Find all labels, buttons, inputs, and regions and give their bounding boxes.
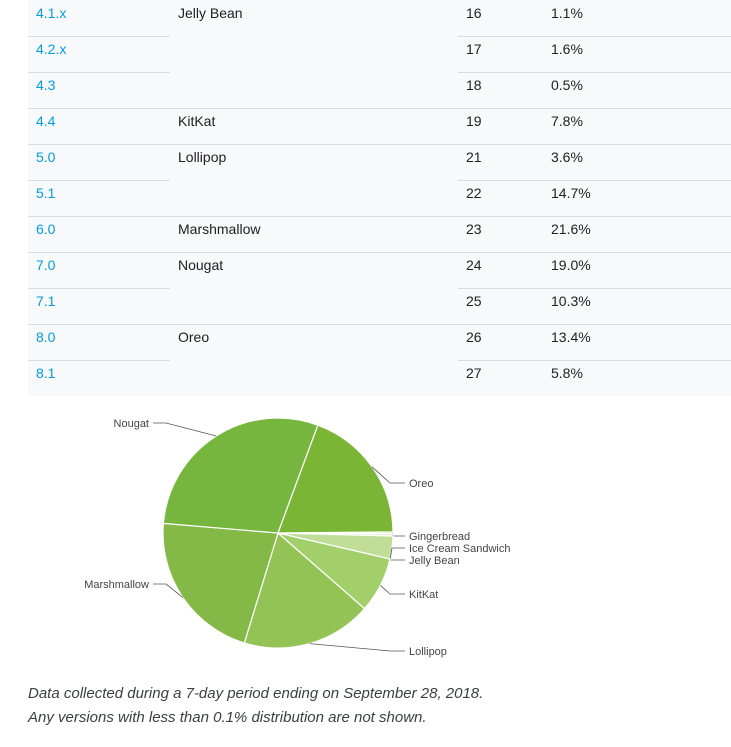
pie-label: Jelly Bean xyxy=(409,555,460,567)
pie-slice-oreo xyxy=(277,424,394,534)
version-link[interactable]: 8.0 xyxy=(36,329,56,345)
version-link[interactable]: 7.0 xyxy=(36,257,56,273)
version-link[interactable]: 4.4 xyxy=(36,113,56,129)
pie-leader-line xyxy=(309,643,405,652)
distribution-cell: 7.8% xyxy=(551,113,583,129)
distribution-table: 4.1.x Jelly Bean 16 1.1% 4.2.x 17 1.6% 4.3 18 0.5… xyxy=(28,0,731,396)
footnote-collection-period: Data collected during a 7-day period end… xyxy=(28,685,484,702)
table-row: 8.1 27 5.8% xyxy=(28,360,731,396)
pie-leader-line xyxy=(371,466,405,484)
codename-cell: Oreo xyxy=(178,329,210,345)
distribution-cell: 0.5% xyxy=(551,77,583,93)
codename-cell: Jelly Bean xyxy=(178,5,243,21)
api-level-cell: 17 xyxy=(466,41,482,57)
table-row: 4.1.x Jelly Bean 16 1.1% xyxy=(28,0,731,36)
pie-label: Gingerbread xyxy=(409,531,470,543)
distribution-cell: 14.7% xyxy=(551,185,591,201)
api-level-cell: 16 xyxy=(466,5,482,21)
distribution-cell: 1.6% xyxy=(551,41,583,57)
codename-cell: Lollipop xyxy=(178,149,227,165)
distribution-cell: 5.8% xyxy=(551,365,583,381)
pie-label: Nougat xyxy=(114,418,149,430)
version-link[interactable]: 7.1 xyxy=(36,293,56,309)
codename-cell: Marshmallow xyxy=(178,221,261,237)
pie-label: KitKat xyxy=(409,589,438,601)
distribution-cell: 10.3% xyxy=(551,293,591,309)
row-divider xyxy=(28,360,170,361)
api-level-cell: 27 xyxy=(466,365,482,381)
row-divider xyxy=(28,180,170,181)
version-link[interactable]: 4.2.x xyxy=(36,41,67,57)
row-divider xyxy=(28,324,731,325)
row-divider xyxy=(28,36,170,37)
pie-leader-line xyxy=(153,422,217,437)
pie-slice-lollipop xyxy=(243,531,366,649)
version-link[interactable]: 6.0 xyxy=(36,221,56,237)
distribution-cell: 19.0% xyxy=(551,257,591,273)
codename-cell: Nougat xyxy=(178,257,224,273)
version-link[interactable]: 4.1.x xyxy=(36,5,67,21)
version-link[interactable]: 5.0 xyxy=(36,149,56,165)
row-divider xyxy=(28,108,731,109)
row-divider xyxy=(28,216,731,217)
pie-label: Marshmallow xyxy=(84,579,149,591)
pie-label: Oreo xyxy=(409,478,433,490)
api-level-cell: 25 xyxy=(466,293,482,309)
row-divider xyxy=(458,36,731,37)
table-row: 4.2.x 17 1.6% xyxy=(28,36,731,72)
api-level-cell: 18 xyxy=(466,77,482,93)
version-link[interactable]: 4.3 xyxy=(36,77,56,93)
pie-leader-line xyxy=(153,583,184,598)
row-divider xyxy=(28,288,170,289)
table-row: 4.3 18 0.5% xyxy=(28,72,731,108)
api-level-cell: 19 xyxy=(466,113,482,129)
api-level-cell: 23 xyxy=(466,221,482,237)
codename-cell: KitKat xyxy=(178,113,216,129)
row-divider xyxy=(458,360,731,361)
pie-label: Lollipop xyxy=(409,646,447,658)
version-link[interactable]: 5.1 xyxy=(36,185,56,201)
row-divider xyxy=(458,72,731,73)
pie-leader-line xyxy=(380,585,405,595)
table-row: 4.4 KitKat 19 7.8% xyxy=(28,108,731,144)
row-divider xyxy=(28,72,170,73)
table-row: 7.1 25 10.3% xyxy=(28,288,731,324)
distribution-cell: 13.4% xyxy=(551,329,591,345)
distribution-pie-chart: Gingerbread Ice Cream Sandwich Jelly Bean K… xyxy=(70,402,530,662)
footnotes: Data collected during a 7-day period end… xyxy=(28,682,708,730)
distribution-cell: 21.6% xyxy=(551,221,591,237)
row-divider xyxy=(28,144,731,145)
api-level-cell: 22 xyxy=(466,185,482,201)
distribution-cell: 1.1% xyxy=(551,5,583,21)
api-level-cell: 24 xyxy=(466,257,482,273)
version-link[interactable]: 8.1 xyxy=(36,365,56,381)
table-row: 5.0 Lollipop 21 3.6% xyxy=(28,144,731,180)
table-row: 6.0 Marshmallow 23 21.6% xyxy=(28,216,731,252)
api-level-cell: 21 xyxy=(466,149,482,165)
table-row: 8.0 Oreo 26 13.4% xyxy=(28,324,731,360)
row-divider xyxy=(28,252,731,253)
footnote-threshold: Any versions with less than 0.1% distrib… xyxy=(28,709,427,726)
pie-label: Ice Cream Sandwich xyxy=(409,543,511,555)
row-divider xyxy=(458,180,731,181)
table-row: 7.0 Nougat 24 19.0% xyxy=(28,252,731,288)
table-row: 5.1 22 14.7% xyxy=(28,180,731,216)
row-divider xyxy=(458,288,731,289)
distribution-cell: 3.6% xyxy=(551,149,583,165)
api-level-cell: 26 xyxy=(466,329,482,345)
